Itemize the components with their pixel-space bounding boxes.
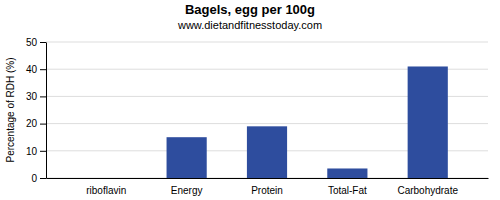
x-tick-label: Total-Fat — [328, 185, 367, 196]
subtitle: www.dietandfitnesstoday.com — [177, 19, 322, 31]
y-axis: 0 10 20 30 40 50 — [26, 37, 47, 184]
bar — [327, 168, 367, 178]
x-tick-label: riboflavin — [86, 185, 126, 196]
y-tick-label: 40 — [26, 64, 38, 75]
x-tick: riboflavin — [86, 185, 126, 196]
x-tick: Protein — [251, 185, 283, 196]
y-tick: 20 — [26, 118, 46, 129]
y-tick: 40 — [26, 64, 46, 75]
y-tick-label: 10 — [26, 146, 38, 157]
y-tick: 50 — [26, 37, 46, 48]
chart: Bagels, egg per 100g www.dietandfitnessto… — [0, 0, 500, 200]
bar — [408, 66, 448, 178]
y-tick-mark — [40, 96, 46, 97]
y-tick-label: 0 — [31, 173, 37, 184]
y-tick-mark — [40, 178, 46, 179]
y-axis-title: Percentage of RDH (%) — [5, 57, 16, 162]
y-tick: 0 — [31, 173, 46, 184]
y-tick-label: 30 — [26, 91, 38, 102]
x-tick: Total-Fat — [328, 185, 367, 196]
x-axis-line — [47, 178, 489, 179]
x-tick: Energy — [171, 185, 203, 196]
bar — [247, 126, 287, 178]
x-tick-label: Energy — [171, 185, 203, 196]
y-tick-mark — [40, 151, 46, 152]
y-tick-label: 50 — [26, 37, 38, 48]
grid-line — [46, 42, 488, 43]
plot: 0 10 20 30 40 50 riboflavin Energy Protein Total-… — [5, 37, 489, 196]
bars — [167, 66, 448, 178]
y-tick-mark — [40, 69, 46, 70]
title: Bagels, egg per 100g — [185, 2, 315, 17]
x-tick: Carbohydrate — [397, 185, 458, 196]
y-tick-mark — [40, 124, 46, 125]
x-tick-label: Carbohydrate — [397, 185, 458, 196]
x-tick-label: Protein — [251, 185, 283, 196]
grid — [46, 42, 488, 178]
y-tick: 30 — [26, 91, 46, 102]
bar — [167, 137, 207, 178]
bar — [86, 178, 126, 179]
y-tick: 10 — [26, 146, 46, 157]
chart-container: Bagels, egg per 100g www.dietandfitnessto… — [0, 0, 500, 200]
y-tick-label: 20 — [26, 118, 38, 129]
x-axis: riboflavin Energy Protein Total-Fat Carbohyd… — [47, 179, 489, 197]
y-axis-line — [46, 43, 47, 179]
y-tick-mark — [40, 42, 46, 43]
